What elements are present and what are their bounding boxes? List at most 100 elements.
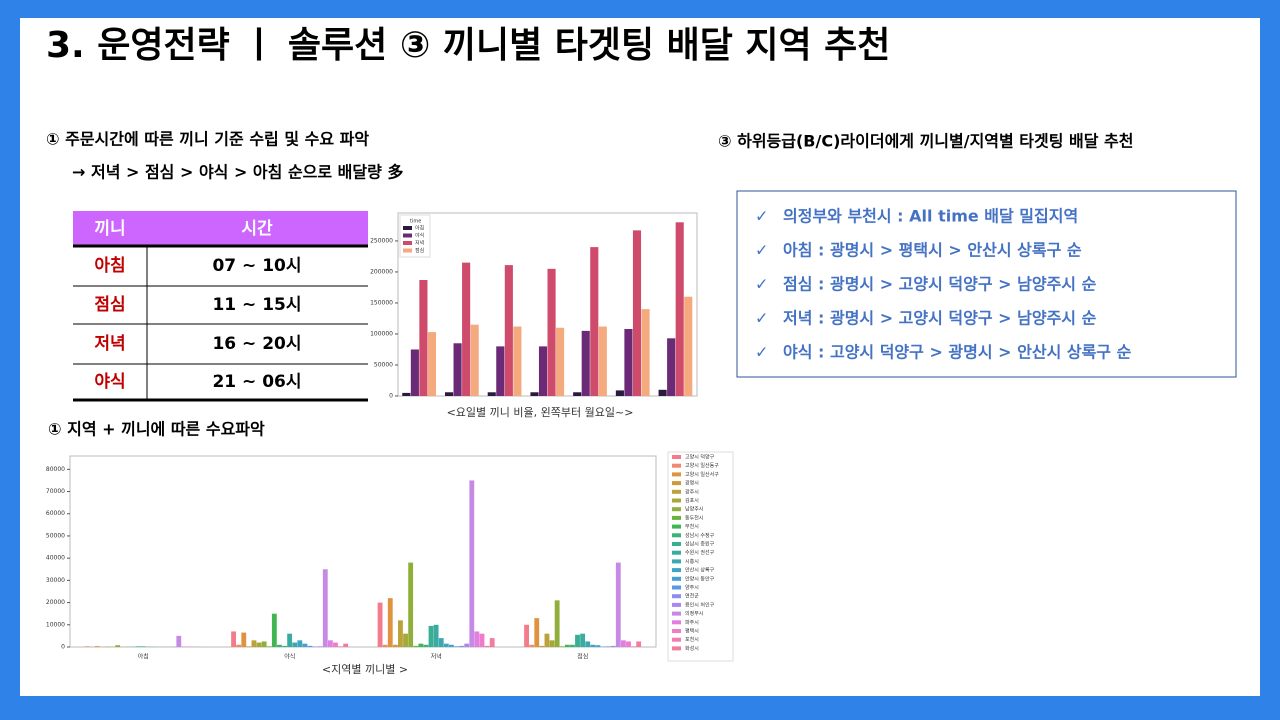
legend-label: 아침 — [415, 225, 424, 232]
bar — [444, 392, 454, 396]
bar — [398, 620, 403, 647]
legend-label: 광주시 — [685, 488, 699, 495]
recommend-box — [736, 190, 1237, 378]
table-cell: 07 ~ 10시 — [212, 256, 301, 276]
table-cell: 아침 — [94, 255, 125, 276]
bar — [479, 633, 485, 647]
y-tick-label: 200000 — [370, 268, 393, 275]
bar — [636, 641, 642, 647]
table-cell: 21 ~ 06시 — [212, 372, 301, 392]
bar — [317, 646, 323, 647]
bar — [504, 265, 513, 396]
legend-label: 김포시 — [685, 497, 699, 504]
bar — [615, 562, 621, 647]
y-tick-label: 100000 — [370, 330, 393, 337]
legend-label: 고양시 덕양구 — [685, 454, 715, 461]
bar — [410, 349, 419, 396]
bar — [377, 602, 383, 647]
bar — [454, 646, 459, 647]
legend-swatch — [672, 602, 681, 607]
bar — [266, 646, 272, 647]
bar — [610, 645, 616, 647]
check-icon: ✓ — [755, 309, 768, 328]
bar — [382, 644, 388, 647]
legend-swatch — [672, 507, 681, 512]
legend-label: 안산시 상록구 — [685, 567, 715, 574]
bar — [484, 645, 490, 647]
bar — [598, 326, 607, 396]
legend-label: 저녁 — [415, 240, 424, 247]
bar — [338, 646, 343, 647]
chart-caption: <지역별 끼니별 > — [322, 663, 408, 676]
recommend-item: 아침 : 광명시 > 평택시 > 안산시 상록구 순 — [783, 241, 1082, 260]
axes-frame — [69, 455, 657, 648]
bar — [453, 343, 462, 396]
bar — [581, 330, 590, 396]
table-cell: 11 ~ 15시 — [212, 295, 301, 315]
bar — [176, 635, 182, 647]
bar — [459, 645, 465, 647]
bar — [251, 640, 257, 647]
legend-label: 부천시 — [685, 523, 699, 530]
bar — [427, 332, 437, 396]
bar — [413, 645, 419, 647]
recommend-item: 야식 : 고양시 덕양구 > 광명시 > 안산시 상록구 순 — [783, 343, 1132, 362]
bar — [538, 346, 548, 396]
legend-label: 점심 — [415, 247, 424, 254]
legend-label: 성남시 중원구 — [685, 541, 715, 548]
bar — [307, 645, 313, 647]
check-icon: ✓ — [755, 343, 768, 362]
bar — [292, 642, 298, 647]
legend-swatch — [672, 611, 681, 616]
legend-swatch — [672, 481, 681, 486]
bar — [392, 644, 398, 647]
legend-label: 안양시 동안구 — [685, 575, 715, 582]
bar — [282, 645, 287, 647]
y-tick-label: 80000 — [46, 466, 65, 473]
bar — [403, 633, 408, 647]
legend-label: 포천시 — [685, 636, 699, 643]
bar — [438, 638, 444, 647]
bar — [496, 346, 505, 396]
bar — [570, 644, 575, 647]
bar — [140, 646, 146, 647]
legend-label: 동두천시 — [685, 514, 703, 521]
bar — [559, 646, 565, 647]
bar — [564, 644, 570, 647]
bar — [94, 646, 100, 647]
bar — [641, 309, 650, 396]
legend-swatch — [672, 489, 681, 494]
legend-swatch — [672, 646, 681, 651]
bar — [343, 643, 349, 647]
bar — [585, 641, 591, 647]
section-heading: ① 주문시간에 따른 끼니 기준 수립 및 수요 파악 — [46, 130, 369, 149]
bar — [539, 645, 545, 647]
bar — [333, 642, 338, 647]
legend-label: 연천군 — [685, 593, 699, 600]
legend-swatch — [672, 550, 681, 555]
legend-swatch — [672, 629, 681, 633]
y-tick-label: 50000 — [46, 532, 65, 539]
table-header: 시간 — [241, 219, 273, 239]
bar — [402, 392, 411, 396]
bar — [464, 643, 470, 647]
bar — [573, 392, 582, 396]
x-tick-label: 아침 — [138, 653, 149, 661]
table-cell: 저녁 — [94, 334, 125, 354]
recommend-item: 점심 : 광명시 > 고양시 덕양구 > 남양주시 순 — [783, 275, 1097, 294]
legend-label: 용인시 처인구 — [685, 601, 715, 608]
legend-label: 남양주시 — [685, 506, 703, 513]
legend-swatch — [672, 498, 681, 503]
bar — [462, 262, 471, 396]
bar — [135, 646, 141, 647]
check-icon: ✓ — [755, 207, 768, 226]
check-icon: ✓ — [755, 241, 768, 260]
legend-swatch — [672, 559, 681, 564]
legend-label: 시흥시 — [685, 558, 699, 565]
bar — [231, 631, 236, 647]
table-cell: 16 ~ 20시 — [212, 334, 301, 354]
table — [73, 211, 368, 402]
bar — [271, 613, 277, 647]
bar — [327, 640, 333, 647]
bar — [84, 646, 90, 647]
